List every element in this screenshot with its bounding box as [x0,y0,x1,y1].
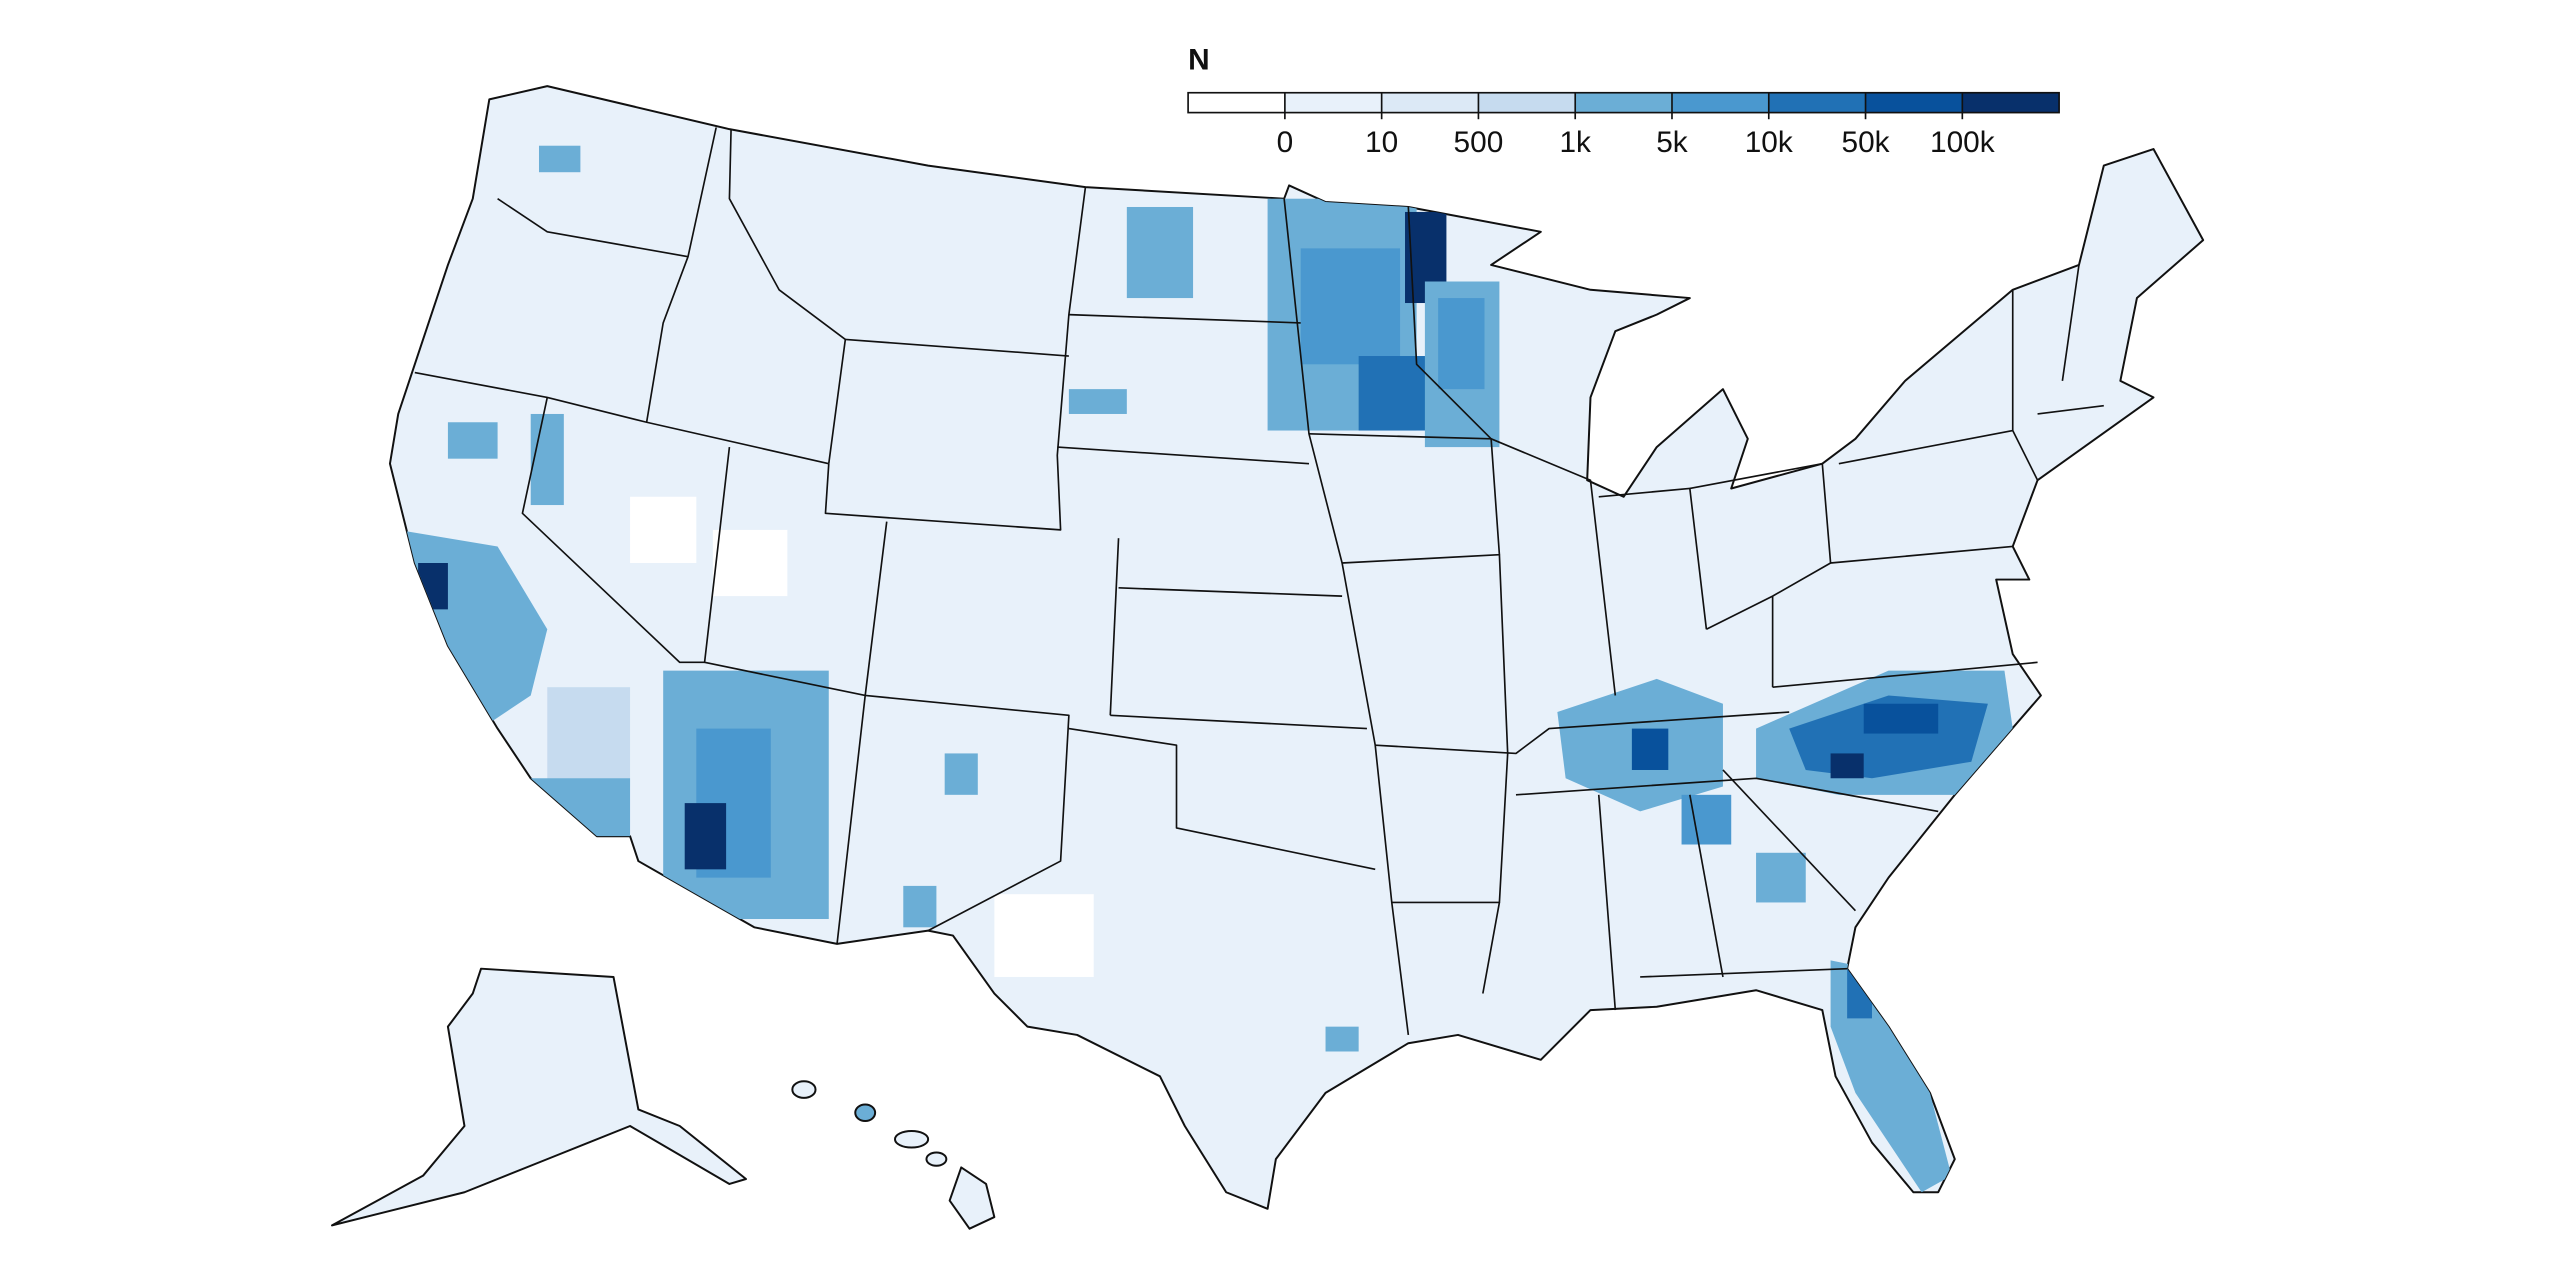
state-border [1689,794,1724,978]
legend-tick-label: 1k [1559,126,1591,159]
state-border [703,446,867,944]
legend-swatch [1962,92,2060,113]
state-border [1597,794,1617,1011]
legend-tick-label: 500 [1454,126,1504,159]
county [994,894,1094,977]
state-border [414,371,829,465]
island [854,1103,877,1123]
legend: N 0 10 500 1k 5k 10k 50k 100k [1187,44,2060,159]
county [903,885,937,928]
county [712,529,788,597]
state-border [824,187,1087,531]
legend-swatch [1478,92,1576,113]
legend-swatch [1575,92,1673,113]
state-border [1722,769,1857,912]
state-border [1109,538,1120,716]
county [1863,703,1939,734]
state-border [1068,313,1301,324]
state-border [521,397,705,664]
state-border [1640,967,1848,978]
legend-tick-label: 10 [1365,126,1398,159]
county [1631,728,1669,770]
county [497,778,631,837]
state-border [1057,446,1310,465]
state-border [864,521,1070,932]
state-borders [414,127,2104,1036]
alaska [331,967,747,1227]
state-border [1308,433,1501,564]
state-border [1375,711,1790,755]
county [1830,753,1864,779]
state-border [2037,404,2104,415]
county [1300,248,1401,365]
legend-swatch [1188,92,1286,113]
state-border [1283,198,1410,1036]
legend-tick-label: 0 [1277,126,1294,159]
state-border [1110,714,1367,730]
county [944,753,978,795]
legend-swatch [1768,92,1867,113]
state-border [1689,462,2013,564]
state-border [1118,587,1343,597]
state-border [2061,264,2080,381]
island [925,1151,948,1167]
county [1756,852,1806,903]
legend-tick-label: 50k [1842,126,1890,159]
county [1126,206,1194,299]
legend-swatch [1865,92,1963,113]
us-map [331,85,2205,1230]
legend-swatch [1284,92,1383,113]
legend-tick-label: 5k [1656,126,1688,159]
state-border [1772,661,2038,689]
state-border [1068,727,1376,871]
county [447,422,498,459]
county [1847,968,1872,1019]
island [894,1129,930,1149]
legend-tick-label: 100k [1930,126,1995,159]
state-border [845,338,1069,357]
county [1068,389,1127,414]
county [530,413,564,506]
legend-frame [1187,91,2060,114]
state-border [1498,554,1509,903]
island [791,1080,817,1099]
state-border [645,127,717,423]
state-border [728,129,847,464]
county [547,687,631,787]
county [538,145,581,173]
county [418,563,448,610]
county [1438,298,1485,390]
legend-tick-label: 10k [1745,126,1793,159]
legend-swatch [1381,92,1479,113]
legend-title: N [1188,44,1210,77]
county [1681,794,1732,845]
state-border [1490,438,1617,696]
island [948,1166,996,1230]
state-border [1515,777,1939,813]
state-border [1407,206,1492,440]
county [630,496,697,564]
county [684,803,727,870]
hawaii [791,1080,996,1230]
county-shading [398,145,2013,1193]
county [1325,1026,1359,1052]
state-border [497,198,689,258]
legend-swatch [1671,92,1770,113]
